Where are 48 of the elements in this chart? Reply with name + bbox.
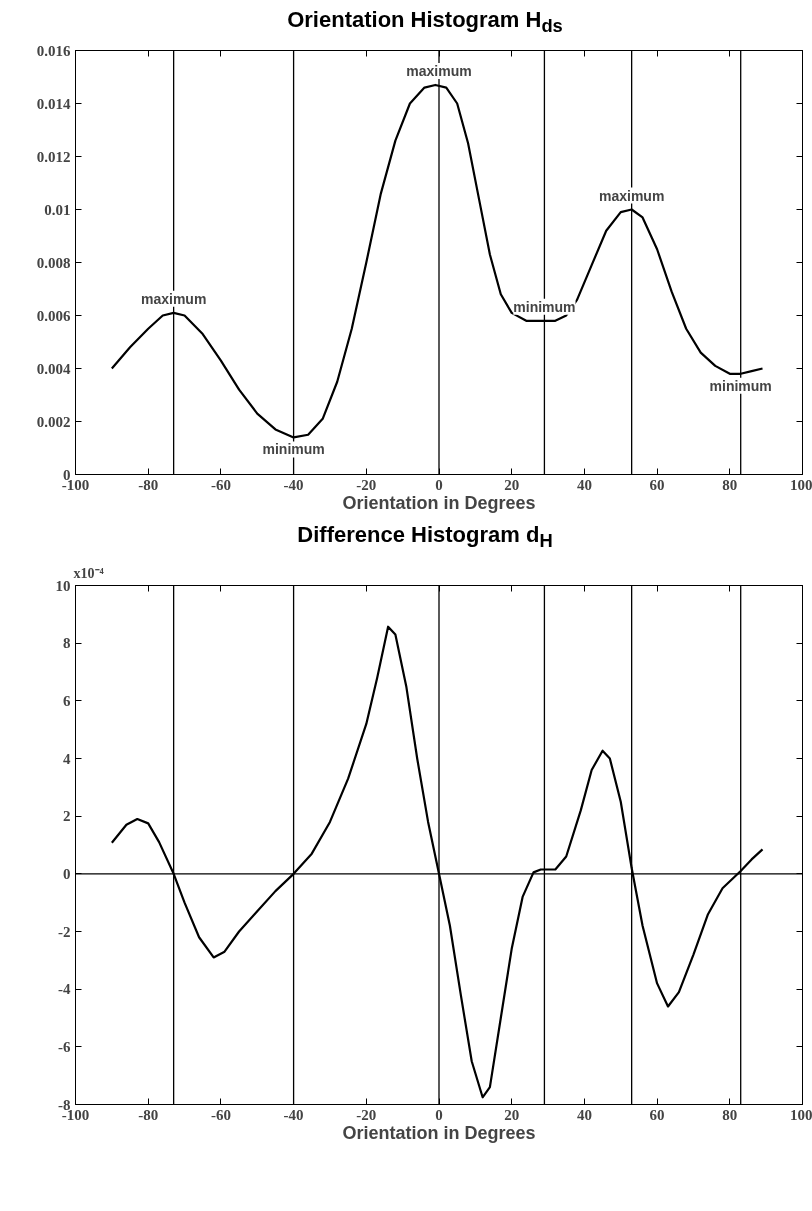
x-tick-label: -20	[356, 1106, 377, 1123]
y-tick-label: 10	[55, 577, 71, 594]
x-tick-label: 0	[435, 476, 443, 493]
y-tick-label: -6	[58, 1038, 71, 1055]
annotation: minimum	[513, 298, 576, 315]
x-tick-label: -80	[138, 476, 159, 493]
annotation: maximum	[598, 187, 665, 204]
x-tick-label: 60	[649, 1106, 665, 1123]
y-tick-label: 0.016	[36, 42, 71, 59]
y-tick-label: 0.014	[36, 95, 71, 112]
y-tick-label: -2	[58, 923, 71, 940]
x-axis-title: Orientation in Degrees	[342, 1122, 536, 1143]
x-tick-label: -60	[210, 476, 231, 493]
x-tick-label: 80	[722, 1106, 738, 1123]
y-tick-label: 0.006	[36, 307, 71, 324]
y-tick-label: -4	[58, 981, 71, 998]
x-tick-label: 0	[435, 1106, 443, 1123]
annotation: maximum	[406, 62, 472, 79]
x-tick-label: -60	[210, 1106, 231, 1123]
text: x10⁻⁴	[73, 565, 105, 581]
x-tick-label: -40	[283, 1106, 304, 1123]
y-tick-label: 0.01	[44, 201, 71, 218]
x-tick-label: 20	[504, 476, 520, 493]
y-tick-label: 6	[63, 692, 71, 709]
x-tick-label: -40	[283, 476, 304, 493]
y-tick-label: 0.004	[36, 360, 71, 377]
y-tick-label: 0.012	[36, 148, 71, 165]
x-tick-label: 40	[576, 1106, 592, 1123]
annotation: minimum	[709, 377, 772, 394]
x-tick-label: 40	[576, 476, 592, 493]
y-tick-label: 2	[63, 808, 71, 825]
x-tick-label: 80	[722, 476, 738, 493]
y-tick-label: 4	[63, 750, 71, 767]
chart-title: Difference Histogram d$_{H}$	[296, 521, 554, 554]
y-tick-label: 8	[63, 635, 71, 652]
y-tick-label: 0.002	[36, 413, 71, 430]
x-axis-title: Orientation in Degrees	[342, 492, 536, 513]
x-tick-label: 100	[790, 476, 812, 493]
x-tick-label: 100	[790, 1106, 812, 1123]
annotation: maximum	[140, 290, 207, 307]
annotation: minimum	[262, 441, 325, 458]
chart-title: Orientation Histogram H$_{ds}$	[286, 6, 564, 39]
x-tick-label: -80	[138, 1106, 159, 1123]
x-tick-label: -20	[356, 476, 377, 493]
x-tick-label: 60	[649, 476, 665, 493]
x-tick-label: 20	[504, 1106, 520, 1123]
y-tick-label: 0.008	[36, 254, 71, 271]
y-tick-label: 0	[63, 865, 71, 882]
